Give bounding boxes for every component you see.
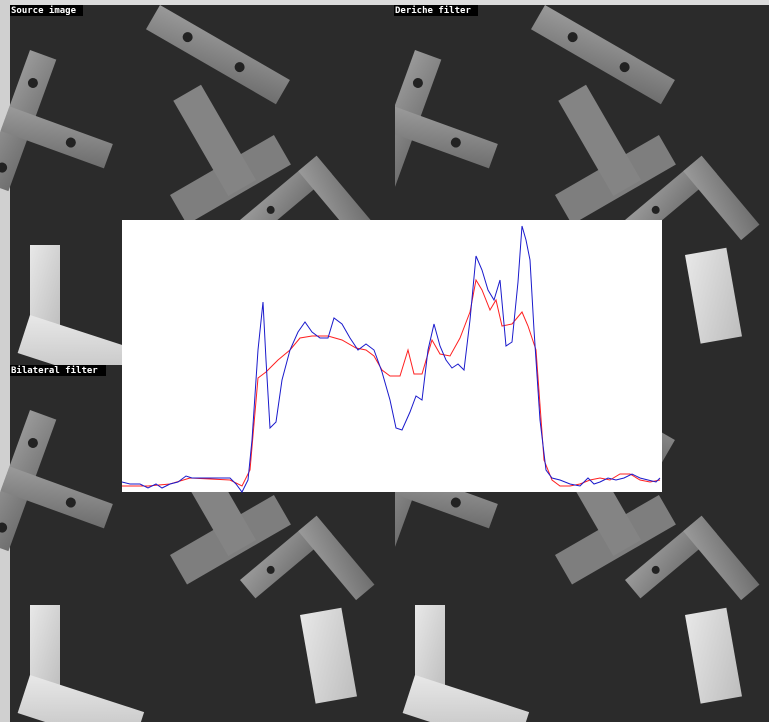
plot-window <box>122 220 662 492</box>
label-bg <box>10 365 106 376</box>
label-bg <box>394 5 478 16</box>
panel-label: Source image <box>11 5 77 16</box>
panel-label: Deriche filter <box>395 5 471 16</box>
window-edge <box>0 0 10 722</box>
profile-line <box>122 278 661 487</box>
panel-label: Bilateral filter <box>11 365 98 376</box>
profile-line <box>121 225 661 493</box>
label-bg <box>10 5 83 16</box>
